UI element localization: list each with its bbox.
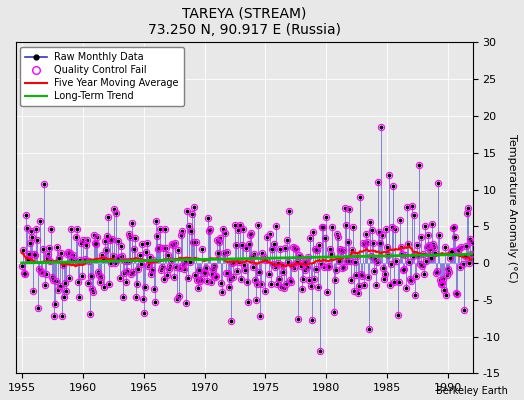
Text: Berkeley Earth: Berkeley Earth [436,386,508,396]
Legend: Raw Monthly Data, Quality Control Fail, Five Year Moving Average, Long-Term Tren: Raw Monthly Data, Quality Control Fail, … [20,47,184,106]
Y-axis label: Temperature Anomaly (°C): Temperature Anomaly (°C) [507,134,517,282]
Title: TAREYA (STREAM)
73.250 N, 90.917 E (Russia): TAREYA (STREAM) 73.250 N, 90.917 E (Russ… [148,7,341,37]
